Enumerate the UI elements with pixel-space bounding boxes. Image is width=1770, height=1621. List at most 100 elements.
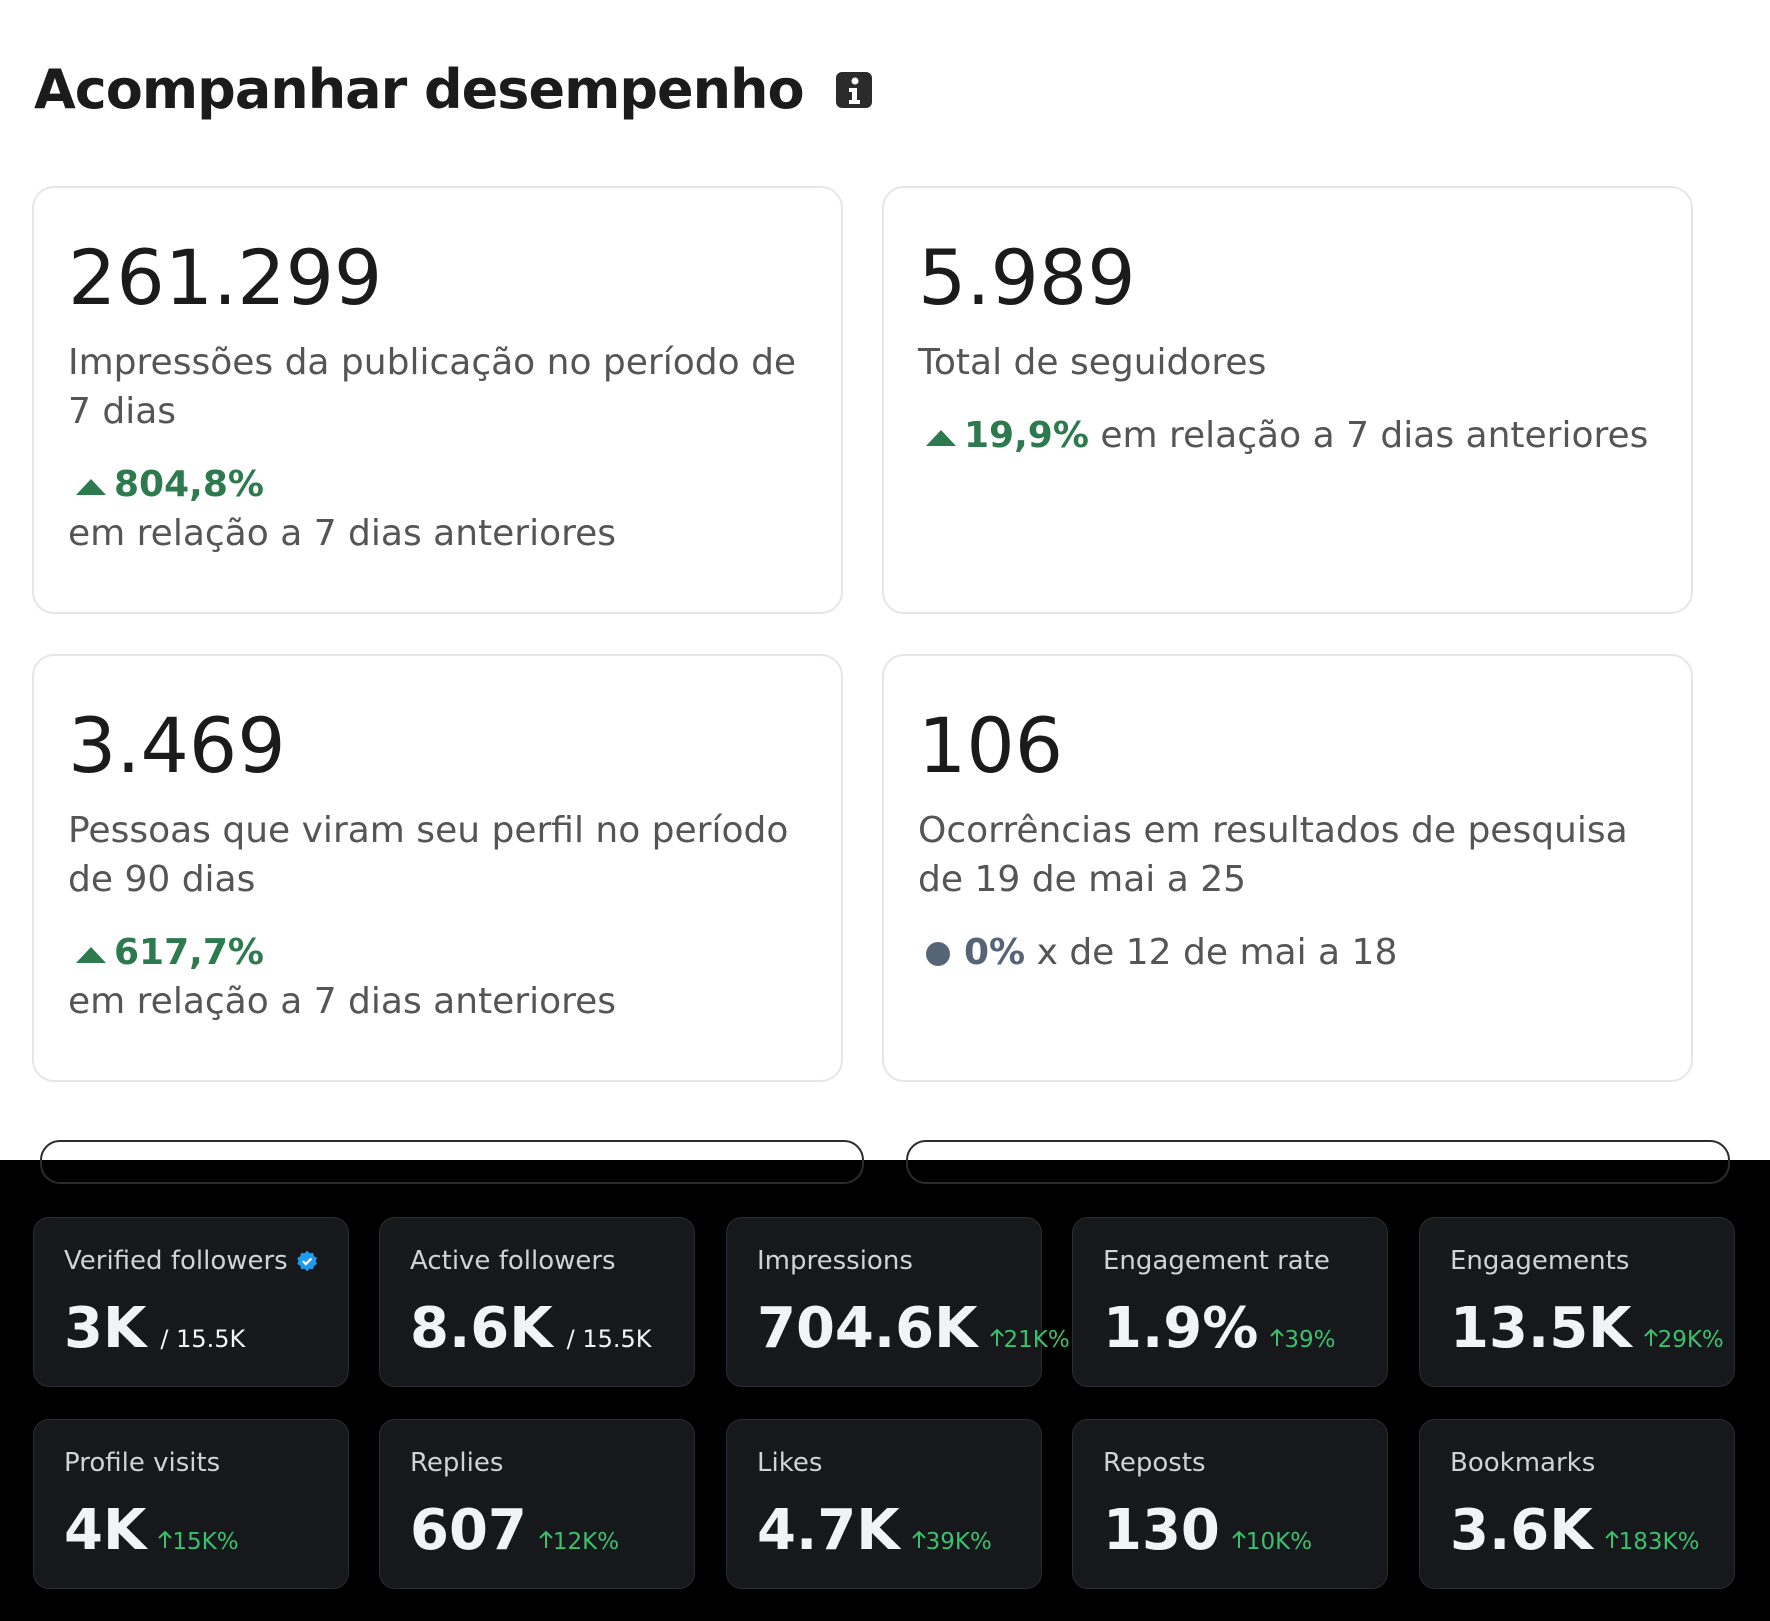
stat-card: Engagements 13.5K 29K% bbox=[1419, 1217, 1735, 1387]
metric-card: 261.299 Impressões da publicação no perío… bbox=[32, 186, 843, 614]
stat-value: 130 bbox=[1103, 1498, 1220, 1563]
stat-change: 21K% bbox=[989, 1327, 1070, 1353]
up-arrow bbox=[911, 1530, 926, 1548]
metric-label: Impressões da publicação no período de 7… bbox=[68, 342, 797, 432]
metric-value: 5.989 bbox=[918, 233, 1136, 322]
stat-label: Replies bbox=[410, 1448, 504, 1478]
stat-change-value: 183K% bbox=[1618, 1529, 1700, 1555]
stat-change-value: 39K% bbox=[925, 1529, 992, 1555]
stat-change: 12K% bbox=[539, 1529, 619, 1555]
stat-label-row: Bookmarks bbox=[1450, 1448, 1704, 1478]
stat-label: Profile visits bbox=[64, 1448, 221, 1478]
metric-card: 106 Ocorrências em resultados de pesquisa… bbox=[882, 654, 1693, 1082]
stat-label-row: Replies bbox=[410, 1448, 664, 1478]
up-triangle bbox=[76, 947, 106, 963]
up-arrow bbox=[158, 1530, 173, 1548]
stat-label-row: Engagements bbox=[1450, 1246, 1704, 1276]
stat-value-row: 8.6K / 15.5K bbox=[410, 1296, 664, 1361]
stat-change: 183K% bbox=[1604, 1529, 1700, 1555]
stat-card: Reposts 130 10K% bbox=[1072, 1419, 1388, 1589]
metric-value: 261.299 bbox=[68, 233, 383, 322]
change-value: 19,9% bbox=[964, 415, 1089, 456]
stat-label-row: Engagement rate bbox=[1103, 1246, 1357, 1276]
up-arrow bbox=[1270, 1328, 1285, 1346]
stat-change-value: 21K% bbox=[1003, 1327, 1070, 1353]
stat-change: 15K% bbox=[158, 1529, 239, 1555]
stat-value-row: 130 10K% bbox=[1103, 1498, 1357, 1563]
stat-label-row: Likes bbox=[757, 1448, 1011, 1478]
stat-value-row: 3K / 15.5K bbox=[64, 1296, 318, 1361]
up-triangle bbox=[926, 430, 956, 446]
stat-change: 39K% bbox=[911, 1529, 992, 1555]
metric-value: 3.469 bbox=[68, 701, 286, 790]
change-row: 804,8% em relação a 7 dias anteriores bbox=[68, 460, 807, 558]
stat-value: 13.5K bbox=[1450, 1296, 1632, 1361]
up-arrow bbox=[1232, 1530, 1246, 1548]
stat-value-row: 4.7K 39K% bbox=[757, 1498, 1011, 1563]
stat-value: 8.6K bbox=[410, 1296, 553, 1361]
stat-value-row: 704.6K 21K% bbox=[757, 1296, 1070, 1361]
stat-change: 29K% bbox=[1643, 1327, 1724, 1353]
stat-label: Engagement rate bbox=[1103, 1246, 1330, 1276]
section-title-row: Acompanhar desempenho bbox=[34, 58, 874, 121]
stat-change-value: 10K% bbox=[1245, 1529, 1313, 1555]
stat-change-value: 29K% bbox=[1657, 1327, 1724, 1353]
metric-label: Pessoas que viram seu perfil no período … bbox=[68, 810, 789, 900]
metric-card: 5.989 Total de seguidores 19,9% em relação… bbox=[882, 186, 1693, 614]
change-row: 617,7% em relação a 7 dias anteriores bbox=[68, 928, 807, 1026]
metric-label: Ocorrências em resultados de pesquisa de… bbox=[918, 810, 1628, 900]
comparison: em relação a 7 dias anteriores bbox=[1100, 415, 1649, 456]
stat-label: Engagements bbox=[1450, 1246, 1630, 1276]
metric-label: Total de seguidores bbox=[918, 342, 1267, 383]
stat-label: Impressions bbox=[757, 1246, 913, 1276]
stat-card: Verified followers 3K / 15.5K bbox=[33, 1217, 349, 1387]
info-icon[interactable] bbox=[834, 70, 874, 110]
stat-label: Verified followers bbox=[64, 1246, 288, 1276]
stat-total: / 15.5K bbox=[566, 1325, 652, 1353]
stat-change-value: 39% bbox=[1284, 1327, 1336, 1353]
cut-card bbox=[40, 1140, 864, 1184]
stat-label-row: Impressions bbox=[757, 1246, 1011, 1276]
change-value: 617,7% bbox=[114, 932, 264, 973]
verified-badge bbox=[297, 1250, 317, 1272]
stat-label-row: Active followers bbox=[410, 1246, 664, 1276]
cut-card bbox=[906, 1140, 1730, 1184]
up-arrow bbox=[989, 1328, 1004, 1346]
stat-label-row: Verified followers bbox=[64, 1246, 318, 1276]
stat-value-row: 607 12K% bbox=[410, 1498, 664, 1563]
stat-card: Engagement rate 1.9% 39% bbox=[1072, 1217, 1388, 1387]
stat-change: 39% bbox=[1270, 1327, 1335, 1353]
stat-value: 1.9% bbox=[1103, 1296, 1259, 1361]
dark-panel: Verified followers 3K/ 15.5K Active follow… bbox=[0, 1140, 1770, 1621]
stat-card: Likes 4.7K 39K% bbox=[726, 1419, 1042, 1589]
stat-total: / 15.5K bbox=[160, 1325, 246, 1353]
section-title: Acompanhar desempenho bbox=[34, 58, 805, 121]
up-arrow bbox=[1604, 1530, 1619, 1548]
up-arrow bbox=[1643, 1328, 1658, 1346]
up-arrow bbox=[539, 1530, 553, 1548]
stat-value: 3.6K bbox=[1450, 1498, 1593, 1563]
stat-label-row: Profile visits bbox=[64, 1448, 318, 1478]
stat-value: 3K bbox=[64, 1296, 147, 1361]
up-triangle bbox=[76, 479, 106, 495]
stat-label: Reposts bbox=[1103, 1448, 1206, 1478]
stat-change: 10K% bbox=[1232, 1529, 1312, 1555]
stat-label: Bookmarks bbox=[1450, 1448, 1596, 1478]
stat-value: 704.6K bbox=[757, 1296, 978, 1361]
change-row: 19,9% em relação a 7 dias anteriores bbox=[918, 411, 1657, 460]
stat-label: Active followers bbox=[410, 1246, 616, 1276]
stat-card: Replies 607 12K% bbox=[379, 1419, 695, 1589]
light-panel: Acompanhar desempenho 261.299 Impressões … bbox=[32, 58, 1693, 1082]
stat-value-row: 4K 15K% bbox=[64, 1498, 318, 1563]
neutral-dot bbox=[926, 942, 950, 966]
change-value: 804,8% bbox=[114, 464, 264, 505]
stat-card: Active followers 8.6K / 15.5K bbox=[379, 1217, 695, 1387]
stat-change-value: 12K% bbox=[552, 1529, 620, 1555]
stat-card: Bookmarks 3.6K 183K% bbox=[1419, 1419, 1735, 1589]
comparison: em relação a 7 dias anteriores bbox=[68, 513, 617, 554]
stat-value: 607 bbox=[410, 1498, 527, 1563]
metric-value: 106 bbox=[918, 701, 1064, 790]
comparison: x de 12 de mai a 18 bbox=[1036, 932, 1398, 973]
stat-label: Likes bbox=[757, 1448, 823, 1478]
